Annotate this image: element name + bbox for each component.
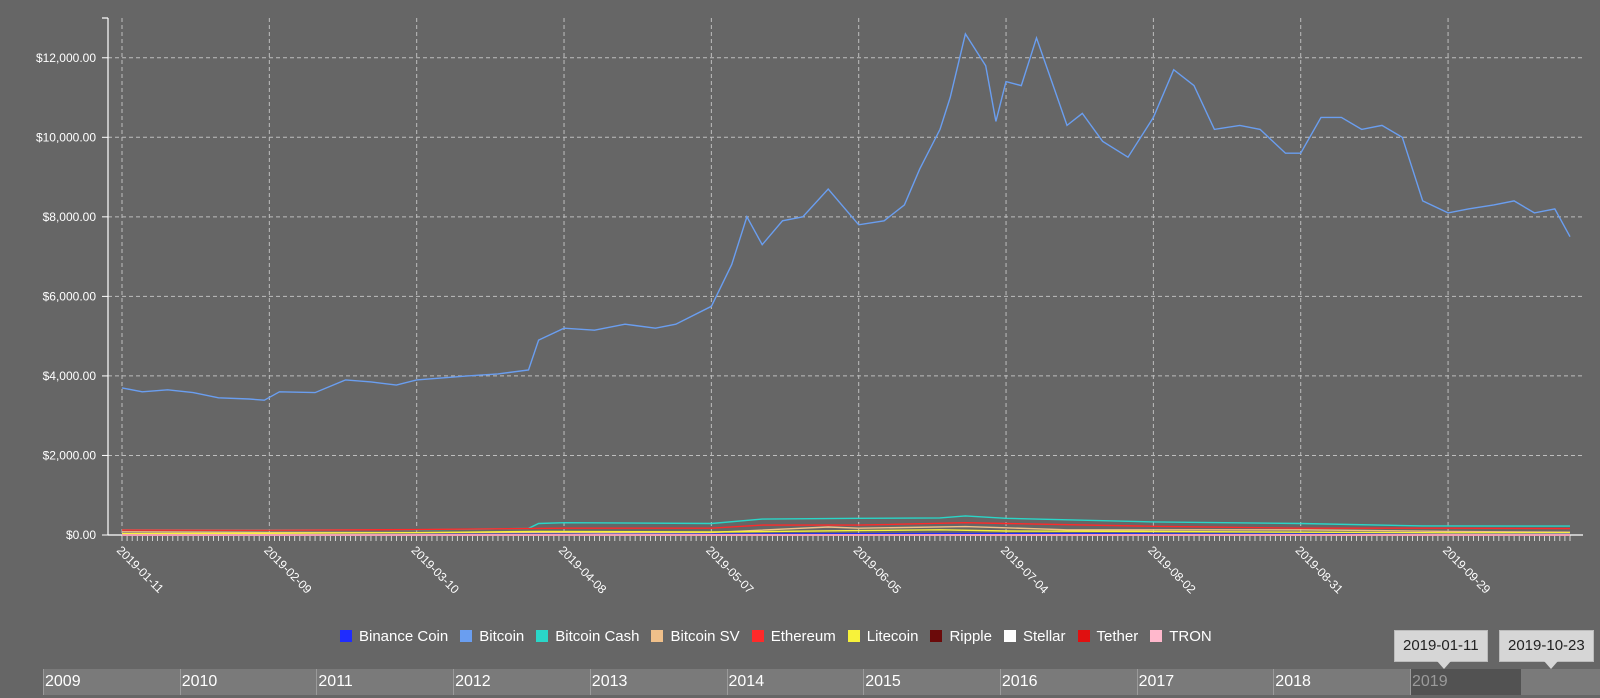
legend-label: Bitcoin bbox=[479, 627, 525, 645]
legend-item-tron[interactable]: TRON bbox=[1150, 628, 1212, 645]
x-tick-label: 2019-08-31 bbox=[1293, 543, 1347, 597]
legend-swatch bbox=[930, 630, 943, 642]
legend-item-binance-coin[interactable]: Binance Coin bbox=[340, 628, 448, 645]
legend-label: Bitcoin SV bbox=[670, 627, 740, 645]
legend-item-ripple[interactable]: Ripple bbox=[930, 628, 992, 645]
timeline-year-2017[interactable]: 2017 bbox=[1136, 669, 1273, 695]
chart-legend: Binance Coin Bitcoin Bitcoin Cash Bitcoin S… bbox=[340, 625, 1212, 647]
x-tick-label: 2019-05-07 bbox=[703, 543, 757, 597]
legend-swatch bbox=[1077, 630, 1090, 642]
x-tick-label: 2019-08-02 bbox=[1145, 543, 1199, 597]
x-tick-label: 2019-01-11 bbox=[114, 543, 167, 596]
legend-item-bitcoin-cash[interactable]: Bitcoin Cash bbox=[536, 628, 639, 645]
legend-label: Litecoin bbox=[866, 627, 919, 645]
year-timeline-brush[interactable]: 2009 2010 2011 2012 2013 2014 2015 2016 2017 2018… bbox=[43, 669, 1600, 695]
legend-swatch bbox=[1150, 630, 1163, 642]
timeline-year-2010[interactable]: 2010 bbox=[179, 669, 316, 695]
legend-label: TRON bbox=[1169, 627, 1212, 645]
x-tick-label: 2019-03-10 bbox=[409, 543, 463, 597]
timeline-year-2014[interactable]: 2014 bbox=[726, 669, 863, 695]
timeline-year-2013[interactable]: 2013 bbox=[589, 669, 726, 695]
series-line-litecoin bbox=[121, 529, 1570, 535]
legend-swatch bbox=[340, 630, 352, 642]
timeline-year-2015[interactable]: 2015 bbox=[863, 669, 999, 695]
legend-swatch bbox=[536, 630, 549, 642]
y-tick-label: $0.00 bbox=[66, 528, 96, 542]
x-tick-label: 2019-07-04 bbox=[998, 543, 1052, 597]
x-tick-label: 2019-09-29 bbox=[1440, 543, 1494, 597]
legend-item-ethereum[interactable]: Ethereum bbox=[751, 627, 836, 645]
y-tick-label: $6,000.00 bbox=[43, 289, 97, 303]
timeline-year-2018[interactable]: 2018 bbox=[1273, 669, 1409, 695]
legend-label: Ripple bbox=[949, 627, 992, 645]
legend-swatch bbox=[847, 630, 860, 642]
legend-item-bitcoin-sv[interactable]: Bitcoin SV bbox=[651, 627, 740, 645]
legend-swatch bbox=[460, 630, 473, 642]
timeline-year-2011[interactable]: 2011 bbox=[316, 669, 452, 695]
timeline-year-2019[interactable]: 2019 bbox=[1410, 669, 1521, 695]
range-end-handle[interactable]: 2019-10-23 bbox=[1499, 630, 1594, 669]
x-tick-label: 2019-04-08 bbox=[556, 543, 610, 597]
legend-label: Binance Coin bbox=[359, 627, 449, 645]
legend-item-bitcoin[interactable]: Bitcoin bbox=[460, 628, 524, 645]
legend-swatch bbox=[651, 630, 664, 642]
legend-label: Bitcoin Cash bbox=[555, 627, 640, 645]
series-line-ethereum bbox=[121, 521, 1571, 531]
y-tick-label: $12,000.00 bbox=[36, 51, 96, 65]
y-tick-label: $4,000.00 bbox=[43, 369, 97, 383]
legend-label: Tether bbox=[1096, 627, 1139, 645]
timeline-year-2012[interactable]: 2012 bbox=[453, 669, 589, 695]
legend-label: Stellar bbox=[1022, 627, 1066, 645]
legend-swatch bbox=[751, 630, 764, 642]
legend-label: Ethereum bbox=[770, 627, 836, 645]
legend-item-litecoin[interactable]: Litecoin bbox=[847, 627, 919, 645]
series-line-bitcoin bbox=[121, 32, 1571, 401]
legend-swatch bbox=[1003, 630, 1016, 642]
timeline-year-2016[interactable]: 2016 bbox=[999, 669, 1136, 695]
y-tick-label: $8,000.00 bbox=[43, 210, 97, 224]
legend-item-stellar[interactable]: Stellar bbox=[1003, 627, 1066, 645]
x-tick-label: 2019-02-09 bbox=[261, 543, 315, 597]
y-tick-label: $10,000.00 bbox=[36, 130, 96, 144]
y-tick-label: $2,000.00 bbox=[43, 448, 97, 462]
timeline-year-2009[interactable]: 2009 bbox=[43, 669, 179, 695]
range-start-handle[interactable]: 2019-01-11 bbox=[1394, 630, 1488, 669]
x-tick-label: 2019-06-05 bbox=[851, 543, 905, 597]
legend-item-tether[interactable]: Tether bbox=[1077, 627, 1139, 645]
